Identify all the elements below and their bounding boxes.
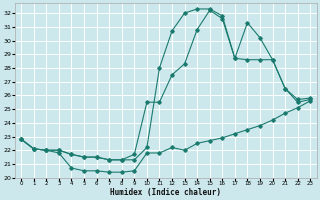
- X-axis label: Humidex (Indice chaleur): Humidex (Indice chaleur): [110, 188, 221, 197]
